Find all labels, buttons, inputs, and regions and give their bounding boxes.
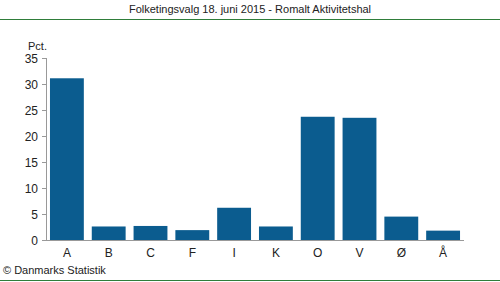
- y-tick: [42, 136, 46, 137]
- y-tick: [42, 188, 46, 189]
- title: Folketingsvalg 18. juni 2015 - Romalt Ak…: [129, 3, 371, 15]
- y-tick-label: 20: [25, 130, 39, 144]
- x-tick-label: F: [189, 246, 196, 260]
- x-tick-label: K: [272, 246, 280, 260]
- x-tick-label: I: [232, 246, 235, 260]
- y-tick-label: 10: [25, 182, 39, 196]
- bar: [134, 226, 168, 240]
- bars: [50, 78, 460, 240]
- chart: Folketingsvalg 18. juni 2015 - Romalt Ak…: [0, 0, 500, 282]
- x-tick-label: O: [313, 246, 322, 260]
- y-tick: [42, 110, 46, 111]
- bar: [426, 231, 460, 240]
- y-tick-label: 5: [31, 208, 38, 222]
- bar: [384, 217, 418, 240]
- y-tick: [42, 240, 46, 241]
- y-tick: [42, 84, 46, 85]
- x-axis: [46, 240, 464, 241]
- y-tick: [42, 214, 46, 215]
- y-tick-label: 25: [25, 104, 39, 118]
- x-tick-label: Å: [439, 245, 447, 260]
- bar: [217, 208, 251, 240]
- x-tick-label: V: [355, 246, 363, 260]
- bar: [175, 230, 209, 240]
- bar: [50, 78, 84, 240]
- x-tick-label: C: [146, 246, 155, 260]
- x-tick-label: B: [105, 246, 113, 260]
- y-tick-label: 30: [25, 78, 39, 92]
- y-tick-label: 35: [25, 52, 39, 66]
- y-tick: [42, 58, 46, 59]
- y-tick-label: 0: [31, 234, 38, 248]
- source-note: © Danmarks Statistik: [3, 264, 106, 276]
- y-tick-label: 15: [25, 156, 39, 170]
- bar: [259, 226, 293, 240]
- header-rule: [0, 19, 500, 20]
- bar: [343, 118, 377, 240]
- y-axis: [46, 58, 47, 240]
- bar: [92, 226, 126, 240]
- y-tick: [42, 162, 46, 163]
- y-axis-label: Pct.: [28, 40, 47, 52]
- x-tick-label: Ø: [397, 246, 406, 260]
- x-tick-label: A: [63, 246, 71, 260]
- footer-rule: [0, 280, 500, 281]
- bar: [301, 117, 335, 240]
